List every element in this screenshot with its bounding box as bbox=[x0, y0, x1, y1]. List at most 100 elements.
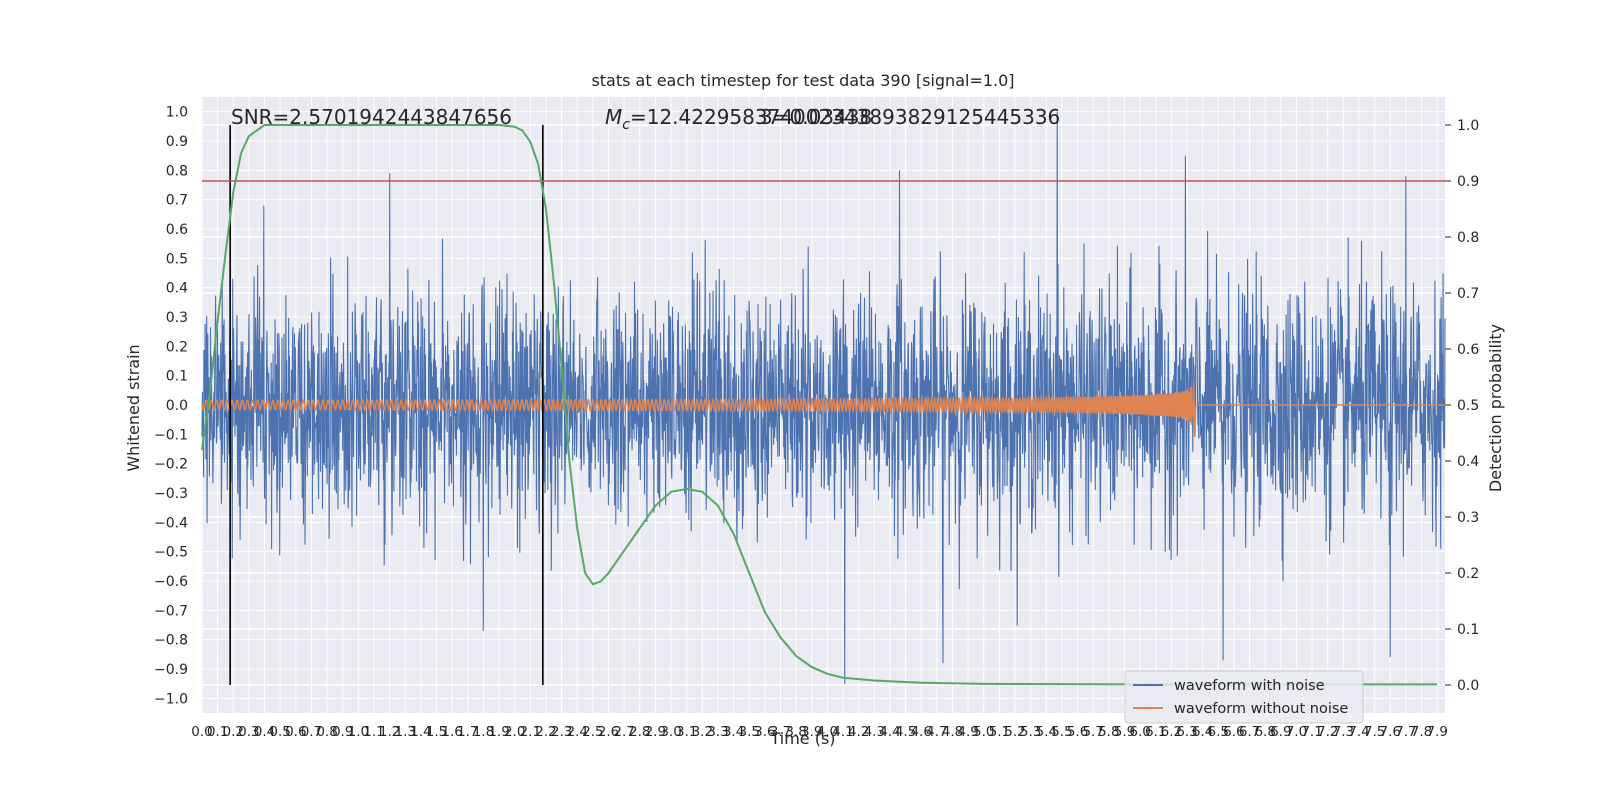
x-tick-label: 7.3 bbox=[1333, 724, 1354, 740]
noise-trace bbox=[201, 111, 1446, 684]
x-tick-label: 7.0 bbox=[1286, 724, 1307, 740]
x-tick-label: 5.2 bbox=[1004, 724, 1025, 740]
y-tick-label-right: 0.0 bbox=[1457, 678, 1479, 694]
x-tick-label: 6.1 bbox=[1145, 724, 1166, 740]
x-tick-label: 4.3 bbox=[864, 724, 885, 740]
y-tick-label-right: 0.3 bbox=[1457, 510, 1479, 526]
y-tick-label-left: −0.4 bbox=[154, 515, 188, 531]
x-tick-label: 5.3 bbox=[1020, 724, 1041, 740]
x-tick-label: 3.3 bbox=[707, 724, 728, 740]
x-tick-label: 0.6 bbox=[285, 724, 306, 740]
y-axis-left-ticks: −1.0 −0.9 −0.8 −0.7 −0.6 −0.5 −0.4 −0.3 −0.2 −0.1… bbox=[154, 105, 188, 708]
x-tick-label: 2.0 bbox=[504, 724, 525, 740]
x-tick-label: 0.8 bbox=[316, 724, 337, 740]
x-tick-label: 0.4 bbox=[254, 724, 275, 740]
x-tick-label: 7.5 bbox=[1364, 724, 1385, 740]
x-tick-label: 0.5 bbox=[269, 724, 290, 740]
legend-label-noise: waveform with noise bbox=[1174, 678, 1325, 694]
y-axis-label-left: Whitened strain bbox=[124, 344, 143, 471]
chirp-mass-value: =12.42295837400234389382912544533​6 bbox=[630, 105, 1060, 129]
x-tick-label: 3.1 bbox=[676, 724, 697, 740]
y-tick-label-left: 0.4 bbox=[166, 281, 188, 297]
series-waveform-without-noise bbox=[201, 380, 1445, 437]
x-tick-label: 0.2 bbox=[223, 724, 244, 740]
chirp-mass-annotation: Mc=12.42295837400234389382912544533​6 bbox=[605, 105, 1060, 133]
y-axis-right-ticks: 0.0 0.1 0.2 0.3 0.4 0.5 0.6 0.7 0.8 0.9 1.0 bbox=[1445, 118, 1479, 694]
x-tick-label: 4.0 bbox=[817, 724, 838, 740]
x-tick-label: 2.8 bbox=[629, 724, 650, 740]
y-tick-label-left: 0.1 bbox=[166, 369, 188, 385]
y-tick-label-right: 0.4 bbox=[1457, 454, 1479, 470]
x-tick-label: 3.4 bbox=[723, 724, 744, 740]
y-tick-label-left: −0.7 bbox=[154, 603, 188, 619]
y-tick-label-left: 1.0 bbox=[166, 105, 188, 121]
y-tick-label-right: 0.8 bbox=[1457, 230, 1479, 246]
x-tick-label: 2.5 bbox=[582, 724, 603, 740]
x-axis-ticks: 0.00.10.20.30.40.50.60.70.80.91.01.11.21… bbox=[191, 724, 1448, 740]
x-tick-label: 7.9 bbox=[1426, 724, 1447, 740]
x-tick-label: 6.4 bbox=[1192, 724, 1213, 740]
x-tick-label: 4.4 bbox=[879, 724, 900, 740]
y-tick-label-left: −0.8 bbox=[154, 633, 188, 649]
x-tick-label: 6.8 bbox=[1254, 724, 1275, 740]
y-tick-label-left: 0.0 bbox=[166, 398, 188, 414]
y-tick-label-right: 0.5 bbox=[1457, 398, 1479, 414]
chart-title: stats at each timestep for test data 390… bbox=[591, 71, 1014, 90]
chirp-mass-subscript: c bbox=[622, 117, 630, 133]
x-tick-label: 2.1 bbox=[520, 724, 541, 740]
x-tick-label: 6.0 bbox=[1129, 724, 1150, 740]
y-tick-label-left: −1.0 bbox=[154, 691, 188, 707]
x-tick-label: 7.2 bbox=[1317, 724, 1338, 740]
y-tick-label-right: 0.1 bbox=[1457, 622, 1479, 638]
y-tick-label-right: 0.9 bbox=[1457, 174, 1479, 190]
x-tick-label: 7.1 bbox=[1301, 724, 1322, 740]
x-tick-label: 1.6 bbox=[441, 724, 462, 740]
x-tick-label: 5.1 bbox=[989, 724, 1010, 740]
x-tick-label: 5.5 bbox=[1051, 724, 1072, 740]
x-tick-label: 3.0 bbox=[660, 724, 681, 740]
y-tick-label-left: −0.6 bbox=[154, 574, 188, 590]
x-tick-label: 4.5 bbox=[895, 724, 916, 740]
y-tick-label-left: 0.8 bbox=[166, 163, 188, 179]
x-tick-label: 4.8 bbox=[942, 724, 963, 740]
probability-trace bbox=[201, 124, 1438, 686]
x-tick-label: 4.6 bbox=[910, 724, 931, 740]
x-tick-label: 2.2 bbox=[535, 724, 556, 740]
x-tick-label: 2.3 bbox=[551, 724, 572, 740]
x-tick-label: 3.9 bbox=[801, 724, 822, 740]
x-tick-label: 0.3 bbox=[238, 724, 259, 740]
y-tick-label-left: 0.9 bbox=[166, 134, 188, 150]
y-tick-label-right: 0.6 bbox=[1457, 342, 1479, 358]
x-tick-label: 2.4 bbox=[567, 724, 588, 740]
y-axis-label-right: Detection probability bbox=[1486, 324, 1505, 492]
legend-label-clean: waveform without noise bbox=[1174, 701, 1348, 717]
x-tick-label: 4.2 bbox=[848, 724, 869, 740]
x-tick-label: 1.9 bbox=[488, 724, 509, 740]
x-tick-label: 4.7 bbox=[926, 724, 947, 740]
x-tick-label: 1.5 bbox=[426, 724, 447, 740]
overlap-annotation: 3=0.03438 bbox=[760, 105, 872, 129]
x-tick-label: 1.4 bbox=[410, 724, 431, 740]
x-tick-label: 2.7 bbox=[613, 724, 634, 740]
y-tick-label-left: 0.3 bbox=[166, 310, 188, 326]
y-tick-label-left: 0.5 bbox=[166, 251, 188, 267]
y-tick-label-left: −0.2 bbox=[154, 457, 188, 473]
x-tick-label: 3.8 bbox=[785, 724, 806, 740]
x-tick-label: 6.7 bbox=[1239, 724, 1260, 740]
series-detection-probability bbox=[201, 124, 1438, 686]
x-axis-label: Time (s) bbox=[769, 729, 835, 748]
x-tick-label: 6.6 bbox=[1223, 724, 1244, 740]
x-tick-label: 1.7 bbox=[457, 724, 478, 740]
x-tick-label: 5.9 bbox=[1114, 724, 1135, 740]
x-tick-label: 3.6 bbox=[754, 724, 775, 740]
y-tick-label-right: 0.2 bbox=[1457, 566, 1479, 582]
x-tick-label: 1.1 bbox=[363, 724, 384, 740]
x-tick-label: 7.7 bbox=[1395, 724, 1416, 740]
x-tick-label: 3.7 bbox=[770, 724, 791, 740]
snr-annotation: SNR=2.5701942443847656 bbox=[231, 105, 512, 129]
x-tick-label: 6.3 bbox=[1176, 724, 1197, 740]
x-tick-label: 0.0 bbox=[191, 724, 212, 740]
legend: waveform with noise waveform without noi… bbox=[1124, 670, 1364, 724]
x-tick-label: 6.2 bbox=[1161, 724, 1182, 740]
chirp-mass-symbol: M bbox=[605, 105, 622, 129]
